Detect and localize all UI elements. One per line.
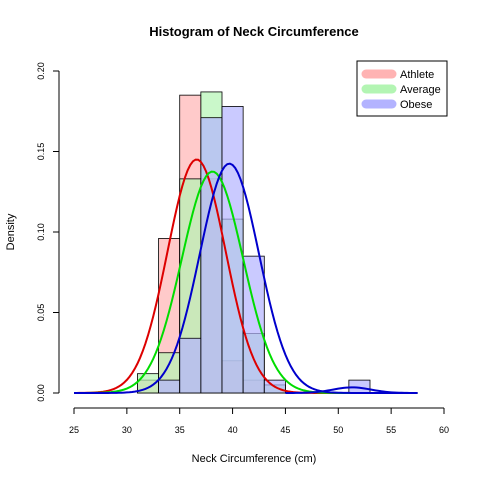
x-tick-label-2: 35 bbox=[175, 425, 185, 435]
y-tick-label-1: 0.05 bbox=[36, 304, 46, 322]
x-tick-label-3: 40 bbox=[228, 425, 238, 435]
y-tick-label-0: 0.00 bbox=[36, 384, 46, 402]
bar-obese-1 bbox=[180, 338, 201, 393]
x-tick-label-4: 45 bbox=[280, 425, 290, 435]
x-axis: 25 30 35 40 45 50 55 60 bbox=[69, 408, 449, 435]
legend-label-athlete: Athlete bbox=[400, 69, 434, 81]
x-tick-label-6: 55 bbox=[386, 425, 396, 435]
legend-label-obese: Obese bbox=[400, 99, 432, 111]
x-tick-label-7: 60 bbox=[439, 425, 449, 435]
x-tick-label-5: 50 bbox=[333, 425, 343, 435]
y-axis-label: Density bbox=[5, 213, 17, 250]
x-tick-label-0: 25 bbox=[69, 425, 79, 435]
y-tick-label-4: 0.20 bbox=[36, 62, 46, 80]
y-axis: 0.00 0.05 0.10 0.15 0.20 bbox=[36, 62, 59, 402]
x-tick-label-1: 30 bbox=[122, 425, 132, 435]
y-tick-label-3: 0.15 bbox=[36, 143, 46, 161]
legend: Athlete Average Obese bbox=[357, 61, 447, 116]
histogram-bars bbox=[137, 92, 370, 393]
x-axis-label: Neck Circumference (cm) bbox=[192, 453, 317, 465]
legend-label-average: Average bbox=[400, 84, 441, 96]
bar-obese-0 bbox=[159, 380, 180, 393]
y-tick-label-2: 0.10 bbox=[36, 223, 46, 241]
chart-title: Histogram of Neck Circumference bbox=[149, 24, 359, 39]
bar-obese-2 bbox=[201, 118, 222, 393]
